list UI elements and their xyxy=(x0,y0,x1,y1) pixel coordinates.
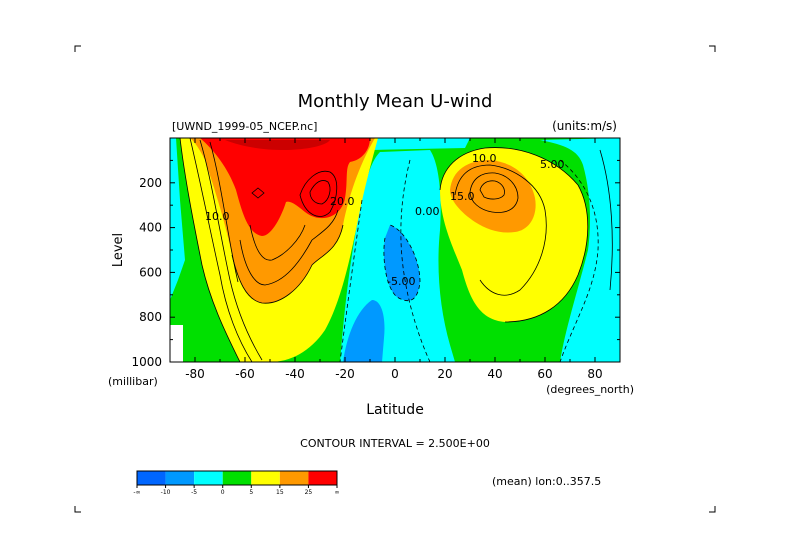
contour-interval-label: CONTOUR INTERVAL = 2.500E+00 xyxy=(300,437,490,450)
contour-lines xyxy=(179,138,613,362)
y-tick-label: 1000 xyxy=(131,355,162,369)
fill-cyan-north xyxy=(540,138,620,362)
contour-label: 15.0 xyxy=(450,190,475,203)
dataset-label: [UWND_1999-05_NCEP.nc] xyxy=(172,120,317,133)
fill-dark-core xyxy=(225,140,330,150)
colorbar: -∞ -10 -5 0 5 15 25 ∞ xyxy=(133,470,340,496)
colorbar-label: -∞ xyxy=(133,489,140,496)
colorbar-label: -5 xyxy=(191,489,197,496)
chart-title: Monthly Mean U-wind xyxy=(298,91,493,112)
contour-label: 10.0 xyxy=(205,210,230,223)
colorbar-swatch xyxy=(137,471,166,485)
x-units-label: (degrees_north) xyxy=(546,383,634,396)
colorbar-label: -10 xyxy=(161,489,171,496)
colorbar-swatch xyxy=(279,471,309,485)
x-tick-label: -60 xyxy=(235,367,255,381)
x-tick-label: 80 xyxy=(587,367,602,381)
contour-label: 5.00 xyxy=(540,158,565,171)
x-tick-label: 0 xyxy=(391,367,399,381)
contour-label: 20.0 xyxy=(330,195,355,208)
colorbar-label: 25 xyxy=(305,489,313,496)
contour-label-group: 10.0 5.00 15.0 0.00 -5.00 20.0 10.0 xyxy=(205,152,565,288)
y-axis-label: Level xyxy=(111,233,126,267)
x-tick-label: -20 xyxy=(335,367,355,381)
averaging-label: (mean) lon:0..357.5 xyxy=(492,475,601,488)
x-tick-label: 60 xyxy=(537,367,552,381)
y-tick-label: 400 xyxy=(139,221,162,235)
contour-label: 10.0 xyxy=(472,152,497,165)
fill-orange-north xyxy=(450,160,536,233)
fill-blue-lower xyxy=(343,300,385,362)
colorbar-swatch xyxy=(222,471,252,485)
fill-blue-tropics xyxy=(383,225,420,301)
y-tick-label: 800 xyxy=(139,310,162,324)
y-units-label: (millibar) xyxy=(108,375,158,388)
missing-data xyxy=(170,325,183,362)
x-tick-label: -40 xyxy=(285,367,305,381)
x-tick-label: 40 xyxy=(487,367,502,381)
y-tick-label: 600 xyxy=(139,265,162,279)
fill-cyan-top xyxy=(365,138,470,150)
x-tick-label: 20 xyxy=(437,367,452,381)
x-axis-label: Latitude xyxy=(366,402,424,418)
corner-marks xyxy=(74,45,716,513)
colorbar-swatch xyxy=(165,471,195,485)
contour-label: 0.00 xyxy=(415,205,440,218)
colorbar-swatch xyxy=(194,471,223,485)
plot-area: 10.0 5.00 15.0 0.00 -5.00 20.0 10.0 xyxy=(170,138,620,362)
x-tick-label: -80 xyxy=(185,367,205,381)
colorbar-label: 0 xyxy=(221,489,225,496)
colorbar-swatch xyxy=(308,471,337,485)
y-tick-label: 200 xyxy=(139,176,162,190)
units-label: (units:m/s) xyxy=(552,119,617,133)
fill-red-south xyxy=(200,138,370,236)
contour-label: -5.00 xyxy=(387,275,415,288)
x-axis: -80 -60 -40 -20 0 20 40 60 80 xyxy=(169,138,621,381)
fill-cyan-left xyxy=(170,138,185,300)
colorbar-label: ∞ xyxy=(335,489,340,496)
colorbar-label: 5 xyxy=(249,489,253,496)
colorbar-frame xyxy=(136,470,338,486)
y-axis: 200 400 600 800 1000 xyxy=(131,159,620,369)
colorbar-swatch xyxy=(251,471,280,485)
colorbar-label: 15 xyxy=(276,489,284,496)
